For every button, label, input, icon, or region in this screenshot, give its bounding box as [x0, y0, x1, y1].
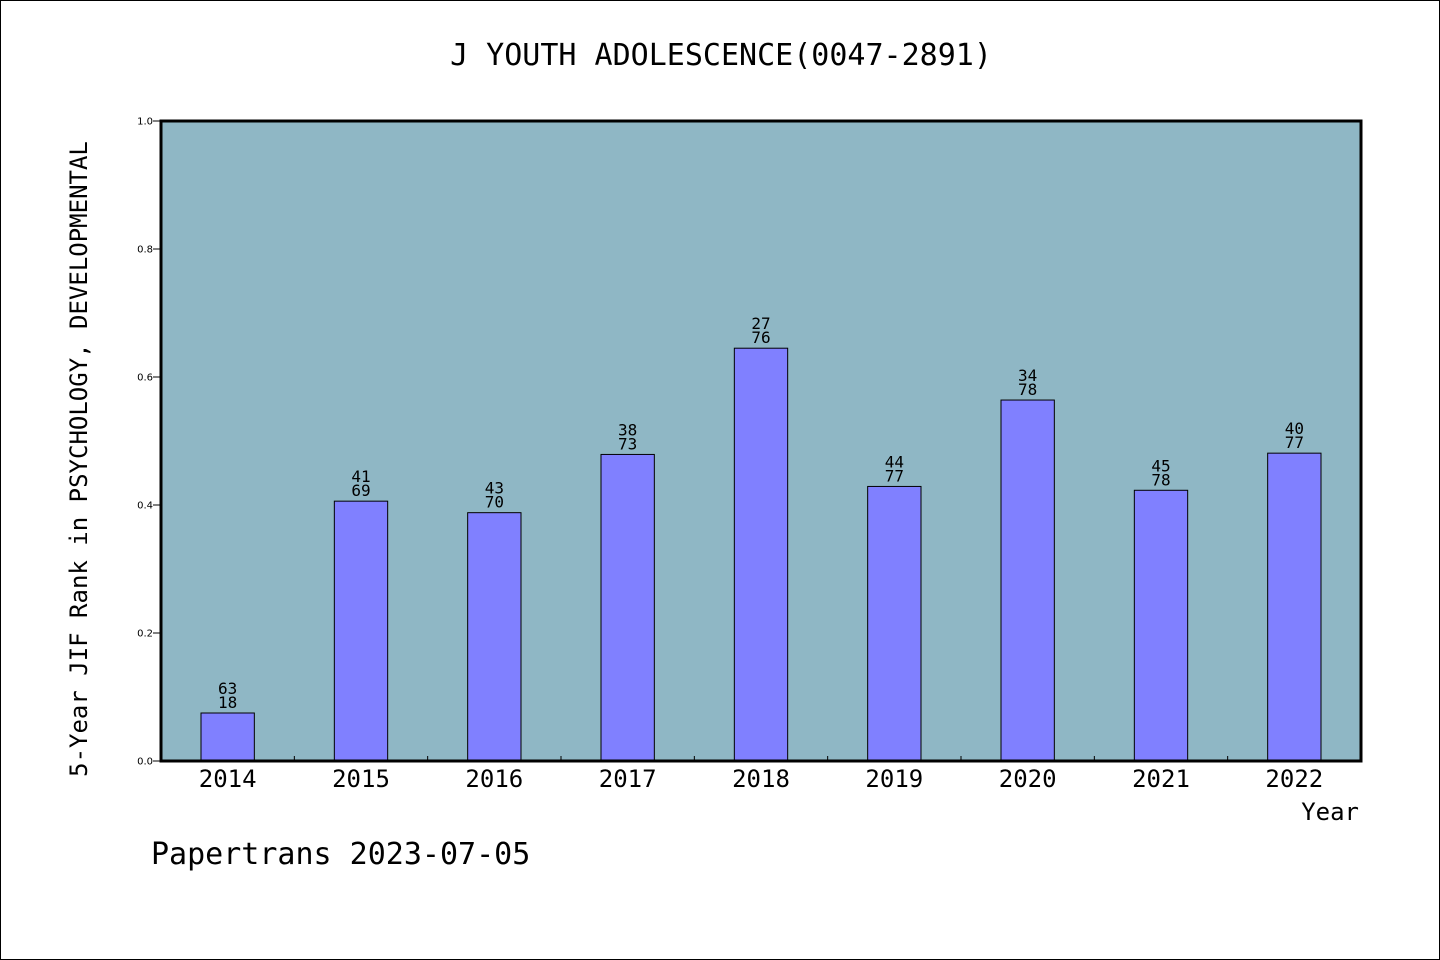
bar-2020 [1000, 399, 1055, 762]
data-label-rank: 41 [351, 467, 370, 486]
data-label-total: 77 [1285, 433, 1304, 452]
x-tick-label: 2019 [865, 765, 923, 793]
bar-2017 [600, 453, 655, 762]
data-label-rank: 40 [1285, 419, 1304, 438]
data-label-rank: 63 [218, 679, 237, 698]
data-label-total: 77 [885, 466, 904, 485]
bar-2014 [200, 712, 255, 762]
y-tick-label: 0.0 [137, 757, 153, 768]
y-tick-label: 0.4 [137, 501, 153, 512]
x-tick-label: 2014 [199, 765, 257, 793]
data-label-total: 18 [218, 693, 237, 712]
data-label-rank: 27 [751, 314, 770, 333]
y-tick-label: 0.6 [137, 373, 153, 384]
bar-2021 [1133, 489, 1189, 762]
x-tick-label: 2017 [599, 765, 657, 793]
data-label-total: 69 [351, 481, 370, 500]
y-tick-label: 1.0 [137, 117, 153, 128]
plot-frame [159, 119, 1363, 763]
chart-title: J YOUTH ADOLESCENCE(0047-2891) [450, 38, 992, 73]
bar-2015 [333, 500, 389, 762]
data-label-rank: 34 [1018, 366, 1037, 385]
bar-2022 [1267, 452, 1322, 762]
data-label-total: 73 [618, 434, 637, 453]
x-tick-label: 2015 [332, 765, 390, 793]
data-label-rank: 45 [1151, 456, 1170, 475]
x-tick-label: 2021 [1132, 765, 1190, 793]
data-label-rank: 38 [618, 420, 637, 439]
x-tick-label: 2018 [732, 765, 790, 793]
y-tick-label: 0.8 [137, 245, 153, 256]
bar-2016 [467, 512, 522, 762]
data-label-rank: 44 [885, 452, 904, 471]
x-tick-label: 2020 [999, 765, 1057, 793]
x-axis-label: Year [1301, 798, 1359, 826]
y-tick-label: 0.2 [137, 629, 153, 640]
data-label-total: 70 [485, 493, 504, 512]
data-label-total: 76 [751, 328, 770, 347]
footer-credit: Papertrans 2023-07-05 [151, 837, 531, 872]
data-label-total: 78 [1151, 470, 1170, 489]
data-label-total: 78 [1018, 380, 1037, 399]
bar-2018 [733, 347, 789, 762]
x-tick-label: 2016 [465, 765, 523, 793]
data-label-rank: 43 [485, 479, 504, 498]
x-tick-label: 2022 [1265, 765, 1323, 793]
bar-2019 [867, 485, 922, 762]
